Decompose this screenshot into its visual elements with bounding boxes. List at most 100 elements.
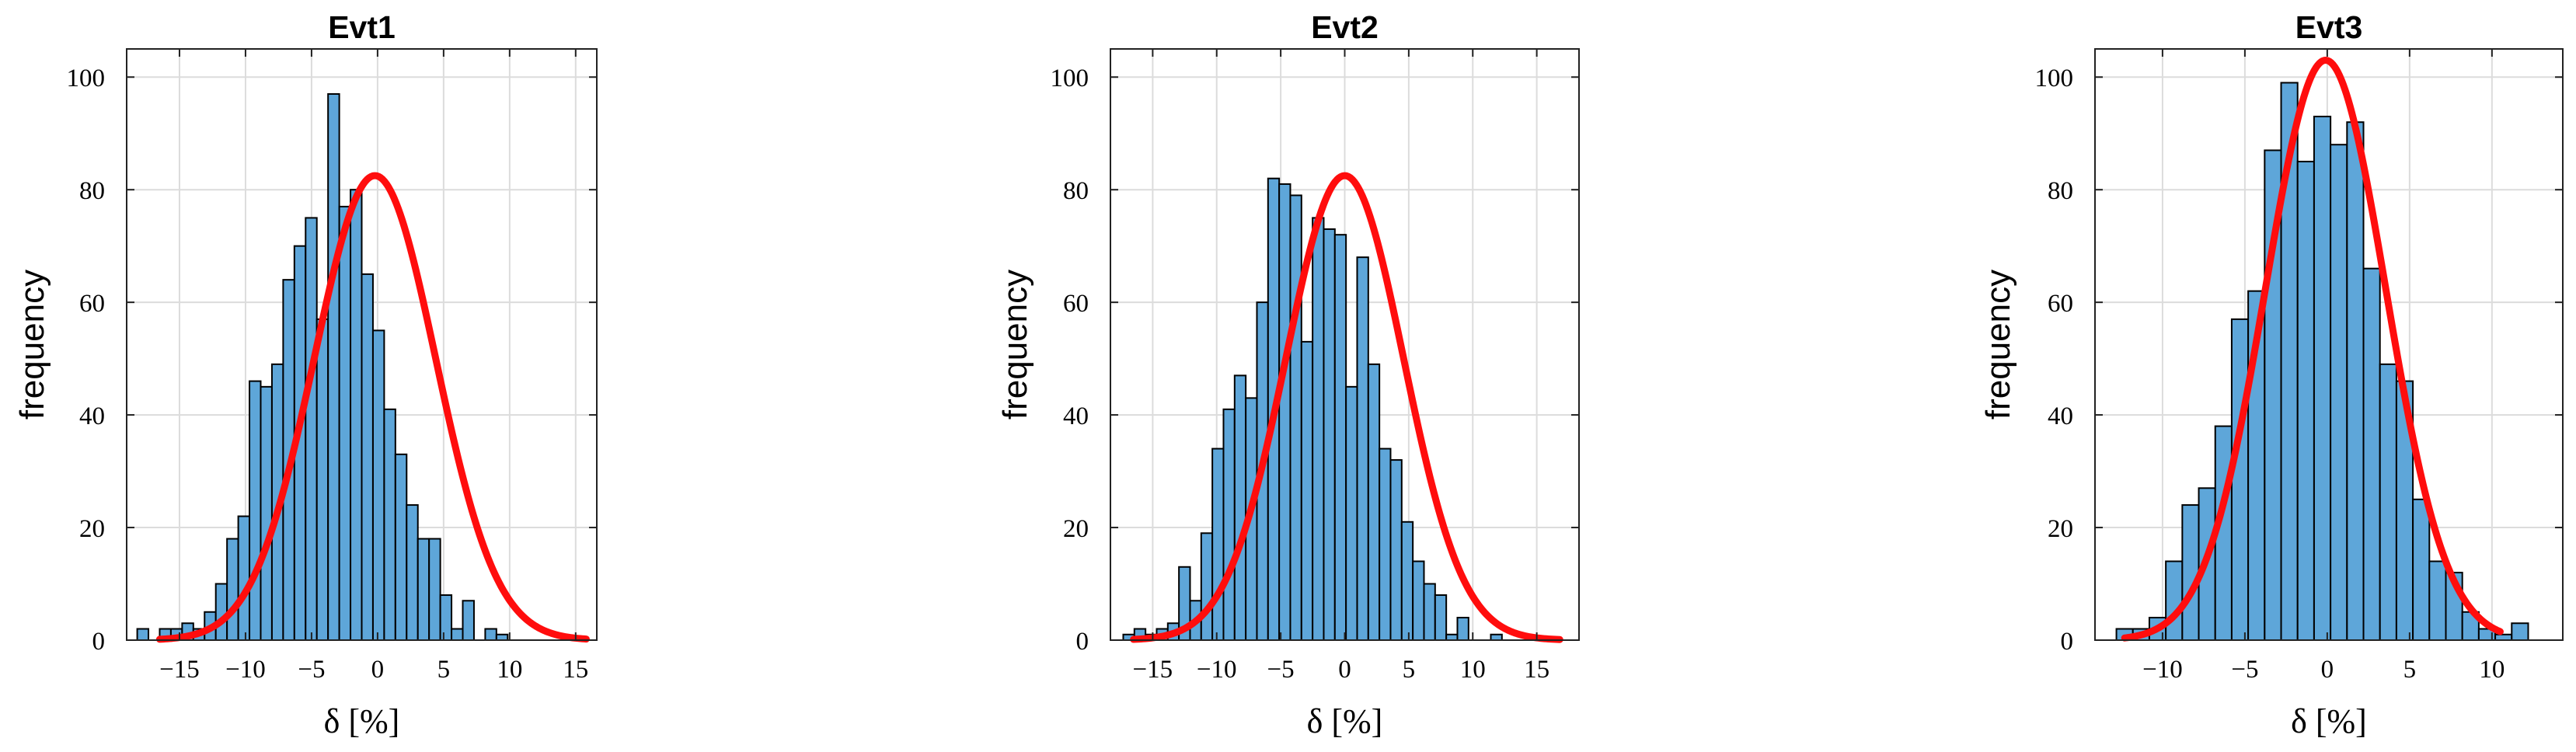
histogram-bar xyxy=(484,628,497,641)
y-tick-label: 40 xyxy=(2048,402,2073,430)
x-tick-label: −10 xyxy=(2142,656,2183,684)
histogram-bar xyxy=(2296,160,2315,641)
histogram-bar xyxy=(1379,447,1392,641)
histogram-bar xyxy=(260,385,273,641)
histogram-bar xyxy=(1400,520,1414,641)
histogram-bar xyxy=(2494,633,2513,641)
x-tick-label: −10 xyxy=(1197,656,1237,684)
x-tick-label: −15 xyxy=(159,656,200,684)
histogram-bar xyxy=(2379,363,2397,641)
x-tick-label: 0 xyxy=(371,656,385,684)
x-tick-label: −15 xyxy=(1133,656,1173,684)
histogram-bar xyxy=(361,273,374,641)
histogram-bar xyxy=(1345,385,1358,641)
histogram-bar xyxy=(1389,459,1403,641)
histogram-bar xyxy=(2346,121,2365,641)
y-tick-label: 20 xyxy=(79,515,105,543)
y-tick-label: 60 xyxy=(2048,290,2073,318)
gaussian-fit-curve xyxy=(2121,57,2504,642)
x-tick-label: −5 xyxy=(2231,656,2258,684)
histogram-bar xyxy=(406,504,419,641)
histogram-bar xyxy=(338,205,352,641)
histogram-bar xyxy=(1278,183,1291,641)
x-tick-label: 10 xyxy=(1460,656,1486,684)
x-axis-label: δ [%] xyxy=(324,702,400,740)
histogram-bar xyxy=(495,633,509,641)
histogram-bar xyxy=(1222,408,1236,641)
histogram-bar xyxy=(451,628,464,641)
x-tick-label: 5 xyxy=(2403,656,2417,684)
histogram-bar xyxy=(2165,560,2184,641)
chart-title: Evt3 xyxy=(2295,9,2363,45)
histogram-bar xyxy=(371,329,385,641)
x-tick-label: 5 xyxy=(437,656,451,684)
axes-frame xyxy=(126,48,598,641)
histogram-bar xyxy=(1211,447,1225,641)
x-tick-label: 15 xyxy=(1524,656,1549,684)
histogram-bar xyxy=(2511,622,2529,641)
histogram-bar xyxy=(1200,532,1214,641)
y-tick-label: 60 xyxy=(1063,290,1089,318)
histogram-bar xyxy=(439,594,453,641)
histogram-bar xyxy=(1289,194,1302,641)
histogram-bar xyxy=(136,628,150,641)
histogram-bar xyxy=(1434,594,1448,641)
chart-title: Evt1 xyxy=(328,9,396,45)
x-tick-label: 5 xyxy=(1403,656,1416,684)
gaussian-fit-curve xyxy=(155,172,590,643)
histogram-bar xyxy=(2181,504,2200,641)
gaussian-fit-curve xyxy=(1130,172,1563,643)
histogram-bar xyxy=(2362,267,2381,641)
histogram-bar xyxy=(394,453,408,641)
histogram-bar xyxy=(350,189,363,641)
histogram-bar xyxy=(2313,115,2332,641)
chart-panel-evt2: −15 −10 −5 0 5 10 15 0 20 40 60 80 100 Evt2 δ [%] frequ… xyxy=(996,9,1580,740)
axes-frame xyxy=(2094,48,2564,641)
histogram-bar xyxy=(1367,363,1381,641)
histogram-bar xyxy=(1412,560,1425,641)
histogram-bar xyxy=(383,408,396,641)
x-tick-label: −10 xyxy=(225,656,266,684)
y-tick-label: 100 xyxy=(2035,64,2074,92)
y-tick-label: 80 xyxy=(79,177,105,205)
chart-title: Evt2 xyxy=(1311,9,1379,45)
histogram-bar xyxy=(2230,318,2250,641)
histogram-bar xyxy=(1312,217,1325,641)
x-tick-label: 10 xyxy=(497,656,522,684)
histogram-bar xyxy=(2412,498,2431,641)
y-tick-label: 0 xyxy=(2061,628,2074,656)
x-tick-label: 15 xyxy=(563,656,588,684)
histogram-bar xyxy=(1490,633,1503,641)
histogram-bar xyxy=(315,318,329,641)
x-tick-label: −5 xyxy=(298,656,325,684)
histogram-bar xyxy=(428,538,441,641)
histogram-bar xyxy=(237,515,251,641)
histogram-bar xyxy=(214,583,228,641)
y-tick-label: 20 xyxy=(1063,515,1089,543)
histogram-bar xyxy=(462,600,475,641)
histogram-bar xyxy=(2330,144,2348,641)
y-axis-label: frequency xyxy=(996,270,1034,420)
x-tick-label: 0 xyxy=(2321,656,2334,684)
y-tick-label: 0 xyxy=(92,628,106,656)
histogram-bar xyxy=(1300,340,1314,641)
histogram-bar xyxy=(417,538,430,641)
y-axis-label: frequency xyxy=(13,270,51,420)
x-tick-label: 0 xyxy=(1338,656,1351,684)
histogram-bar xyxy=(2428,560,2447,641)
y-tick-label: 20 xyxy=(2048,515,2073,543)
y-tick-label: 0 xyxy=(1076,628,1089,656)
chart-panel-evt1: −15 −10 −5 0 5 10 15 0 20 40 60 80 100 Evt1 δ [%] frequ… xyxy=(13,9,598,740)
x-tick-label: 10 xyxy=(2479,656,2505,684)
histogram-bar xyxy=(1323,228,1336,641)
histogram-bar xyxy=(305,217,318,641)
histogram-bar xyxy=(249,380,262,641)
x-tick-label: −5 xyxy=(1267,656,1295,684)
y-axis-label: frequency xyxy=(1979,270,2017,420)
histogram-bar xyxy=(1333,234,1347,641)
y-tick-label: 80 xyxy=(2048,177,2073,205)
y-tick-label: 100 xyxy=(67,64,106,92)
histogram-bar xyxy=(1456,617,1469,641)
